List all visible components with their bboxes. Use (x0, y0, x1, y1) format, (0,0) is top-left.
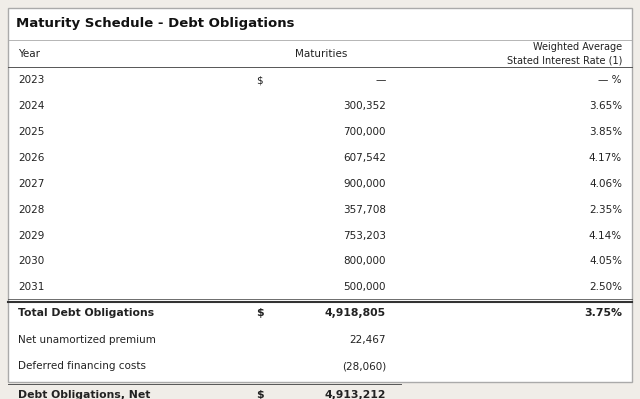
Text: 753,203: 753,203 (343, 231, 386, 241)
Text: 700,000: 700,000 (344, 127, 386, 137)
Text: 4.06%: 4.06% (589, 179, 622, 189)
Text: Deferred financing costs: Deferred financing costs (18, 361, 146, 371)
Text: Stated Interest Rate (1): Stated Interest Rate (1) (507, 55, 622, 65)
Text: Maturity Schedule - Debt Obligations: Maturity Schedule - Debt Obligations (16, 17, 294, 30)
Text: $: $ (256, 390, 264, 399)
Text: 500,000: 500,000 (344, 282, 386, 292)
Text: 3.75%: 3.75% (584, 308, 622, 318)
Text: 607,542: 607,542 (343, 153, 386, 163)
Text: —: — (376, 75, 386, 85)
Text: Total Debt Obligations: Total Debt Obligations (18, 308, 154, 318)
Text: 22,467: 22,467 (349, 336, 386, 346)
Text: Net unamortized premium: Net unamortized premium (18, 336, 156, 346)
Text: 2024: 2024 (18, 101, 44, 111)
Text: 2030: 2030 (18, 257, 44, 267)
Text: 300,352: 300,352 (343, 101, 386, 111)
Text: 800,000: 800,000 (344, 257, 386, 267)
Text: $: $ (256, 75, 262, 85)
Text: 3.65%: 3.65% (589, 101, 622, 111)
Text: — %: — % (598, 75, 622, 85)
Text: 2.50%: 2.50% (589, 282, 622, 292)
Text: 4.17%: 4.17% (589, 153, 622, 163)
Text: Debt Obligations, Net: Debt Obligations, Net (18, 390, 150, 399)
Text: 2023: 2023 (18, 75, 44, 85)
Text: 900,000: 900,000 (344, 179, 386, 189)
Text: 4.05%: 4.05% (589, 257, 622, 267)
Text: 4,913,212: 4,913,212 (324, 390, 386, 399)
Text: Year: Year (18, 49, 40, 59)
Text: 2.35%: 2.35% (589, 205, 622, 215)
FancyBboxPatch shape (8, 8, 632, 382)
Text: 2027: 2027 (18, 179, 44, 189)
Text: 2029: 2029 (18, 231, 44, 241)
Text: 357,708: 357,708 (343, 205, 386, 215)
Text: (28,060): (28,060) (342, 361, 386, 371)
Text: 2031: 2031 (18, 282, 44, 292)
Text: 4,918,805: 4,918,805 (325, 308, 386, 318)
Text: $: $ (256, 308, 264, 318)
Text: 2028: 2028 (18, 205, 44, 215)
Text: Maturities: Maturities (295, 49, 347, 59)
Text: 2025: 2025 (18, 127, 44, 137)
Text: 2026: 2026 (18, 153, 44, 163)
Text: 3.85%: 3.85% (589, 127, 622, 137)
Text: 4.14%: 4.14% (589, 231, 622, 241)
Text: Weighted Average: Weighted Average (533, 42, 622, 52)
